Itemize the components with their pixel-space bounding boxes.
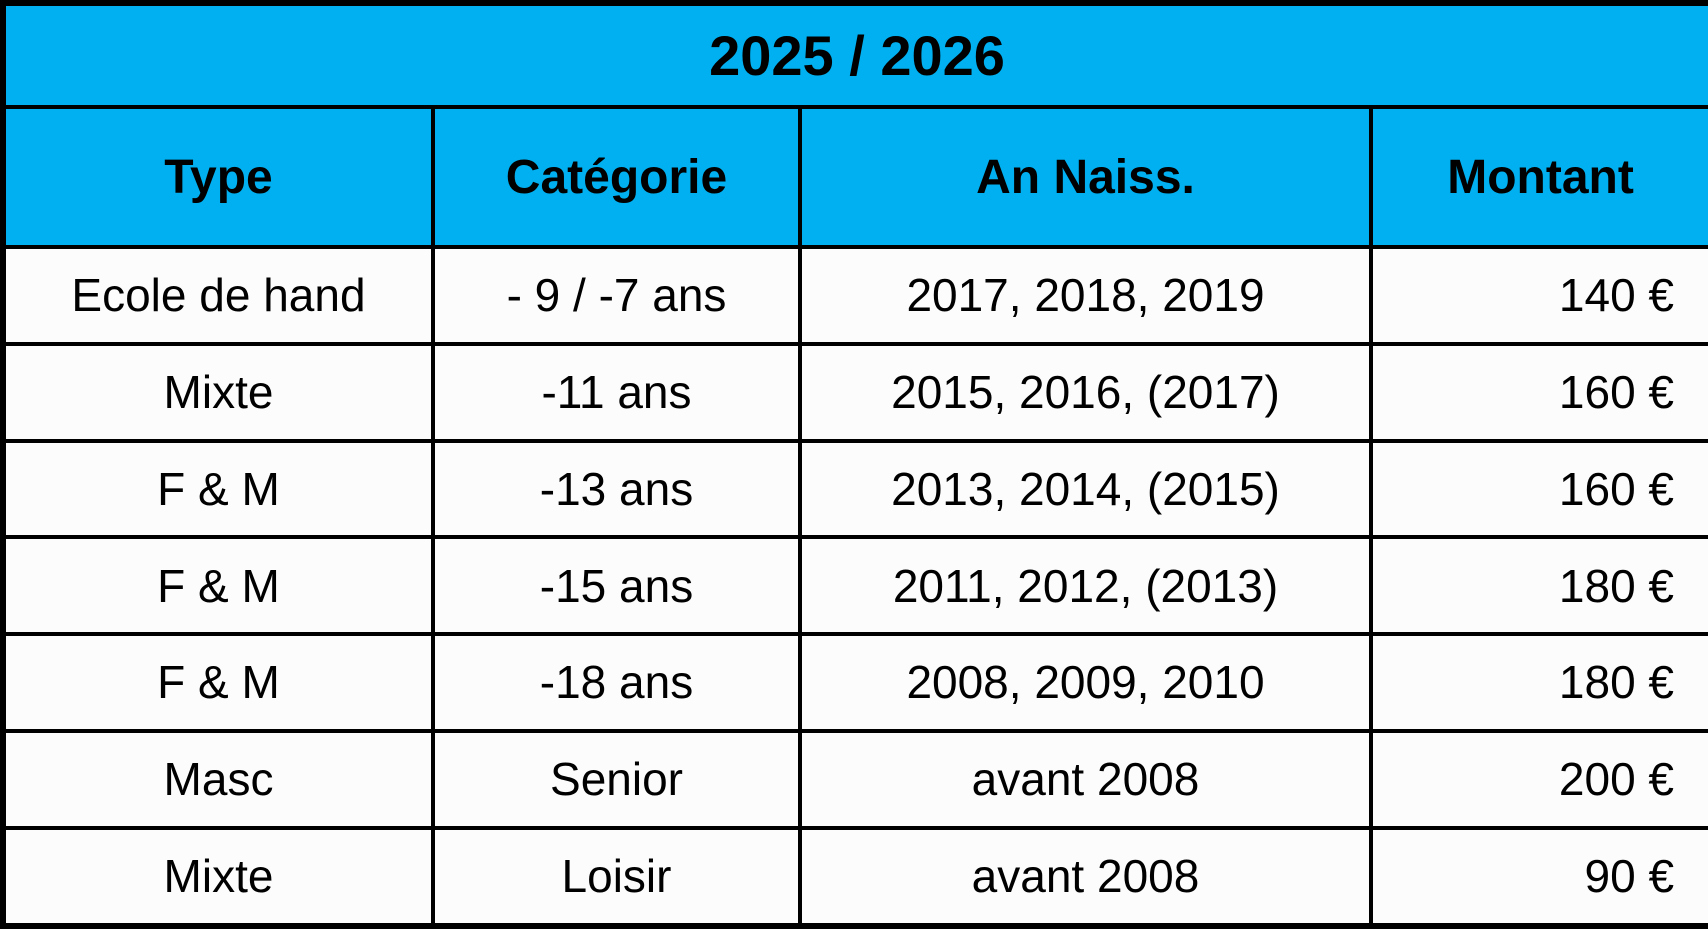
cell-type: F & M [1, 632, 435, 733]
table-row: Masc Senior avant 2008 200 € [1, 728, 1708, 830]
cell-an-naiss: avant 2008 [798, 728, 1373, 830]
cell-montant: 180 € [1368, 632, 1708, 733]
season-title: 2025 / 2026 [0, 1, 1708, 109]
table-row: Ecole de hand - 9 / -7 ans 2017, 2018, 2… [1, 245, 1708, 346]
column-header-categorie: Catégorie [431, 105, 802, 249]
cell-categorie: -15 ans [431, 535, 802, 636]
cell-montant: 180 € [1368, 535, 1708, 636]
cell-montant: 160 € [1368, 341, 1708, 443]
cell-categorie: Loisir [431, 825, 802, 928]
cell-type: Ecole de hand [1, 245, 435, 346]
cell-an-naiss: 2015, 2016, (2017) [798, 341, 1373, 443]
cell-categorie: - 9 / -7 ans [431, 245, 802, 346]
cell-montant: 200 € [1368, 728, 1708, 830]
cell-type: Mixte [1, 825, 435, 928]
cell-montant: 90 € [1368, 825, 1708, 928]
cell-an-naiss: avant 2008 [798, 825, 1373, 928]
table-row: F & M -13 ans 2013, 2014, (2015) 160 € [1, 438, 1708, 540]
cell-categorie: Senior [431, 728, 802, 830]
cell-categorie: -18 ans [431, 632, 802, 733]
table-row: F & M -15 ans 2011, 2012, (2013) 180 € [1, 535, 1708, 636]
cell-type: Mixte [1, 341, 435, 443]
table-row: Mixte -11 ans 2015, 2016, (2017) 160 € [1, 341, 1708, 443]
cell-type: Masc [1, 728, 435, 830]
cell-an-naiss: 2008, 2009, 2010 [798, 632, 1373, 733]
table-title-row: 2025 / 2026 [0, 1, 1708, 109]
cell-categorie: -13 ans [431, 438, 802, 540]
cell-an-naiss: 2013, 2014, (2015) [798, 438, 1373, 540]
column-header-an-naiss: An Naiss. [798, 105, 1373, 249]
cell-montant: 140 € [1368, 245, 1708, 346]
cell-an-naiss: 2011, 2012, (2013) [798, 535, 1373, 636]
table-header-row: Type Catégorie An Naiss. Montant [1, 105, 1708, 249]
table-row: F & M -18 ans 2008, 2009, 2010 180 € [1, 632, 1708, 733]
cell-an-naiss: 2017, 2018, 2019 [798, 245, 1373, 346]
column-header-montant: Montant [1368, 105, 1708, 249]
cell-type: F & M [1, 535, 435, 636]
cell-montant: 160 € [1368, 438, 1708, 540]
column-header-type: Type [1, 105, 435, 249]
table-row: Mixte Loisir avant 2008 90 € [1, 825, 1708, 928]
cell-categorie: -11 ans [431, 341, 802, 443]
cell-type: F & M [1, 438, 435, 540]
